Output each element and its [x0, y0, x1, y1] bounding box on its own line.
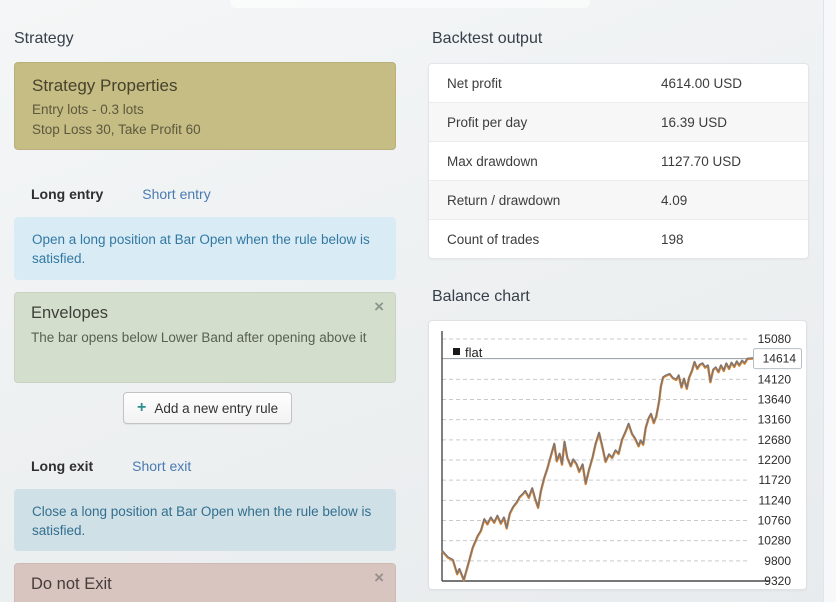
exit-rule-title: Do not Exit [31, 575, 112, 593]
close-icon[interactable]: × [374, 568, 384, 587]
balance-chart-heading: Balance chart [432, 288, 530, 305]
long-entry-info-box: Open a long position at Bar Open when th… [14, 217, 396, 280]
y-tick-label: 13160 [758, 413, 792, 427]
metric-label: Max drawdown [447, 153, 538, 169]
backtest-output-table: Net profit 4614.00 USD Profit per day 16… [428, 63, 809, 259]
add-entry-rule-button[interactable]: + Add a new entry rule [123, 392, 293, 424]
y-tick-label: 9320 [764, 574, 791, 588]
metric-label: Count of trades [447, 231, 540, 247]
balance-curve-orange [441, 357, 754, 582]
table-row: Return / drawdown 4.09 [429, 180, 808, 219]
y-tick-label: 10760 [758, 514, 792, 528]
scrollbar-track[interactable] [823, 0, 836, 602]
legend-flat-label: flat [465, 345, 483, 360]
metric-value: 1127.70 USD [661, 153, 742, 169]
exit-rule-card-do-not-exit[interactable]: × Do not Exit [14, 563, 396, 602]
y-tick-label: 13640 [758, 393, 792, 407]
current-balance-box [753, 348, 802, 370]
metric-value: 16.39 USD [661, 114, 728, 130]
close-icon[interactable]: × [374, 297, 384, 316]
top-highlight-strip [230, 0, 590, 8]
metric-label: Net profit [447, 75, 502, 91]
table-row: Max drawdown 1127.70 USD [429, 141, 808, 180]
y-tick-label: 12680 [758, 433, 792, 447]
backtest-heading: Backtest output [432, 30, 543, 47]
entry-rule-description: The bar opens below Lower Band after ope… [31, 330, 367, 345]
stop-loss-take-profit-text: Stop Loss 30, Take Profit 60 [32, 122, 201, 137]
strategy-heading: Strategy [14, 30, 74, 47]
y-tick-label: 11720 [759, 473, 792, 487]
table-row: Count of trades 198 [429, 219, 808, 258]
entry-rule-card-envelopes[interactable]: × Envelopes The bar opens below Lower Ba… [14, 292, 396, 383]
metric-value: 198 [661, 231, 684, 247]
table-row: Profit per day 16.39 USD [429, 102, 808, 141]
metric-label: Return / drawdown [447, 192, 561, 208]
long-exit-info-box: Close a long position at Bar Open when t… [14, 489, 396, 551]
metric-label: Profit per day [447, 114, 528, 130]
y-tick-label: 14120 [758, 372, 792, 386]
strategy-column: Strategy Strategy Properties Entry lots … [14, 0, 396, 602]
strategy-properties-card[interactable]: Strategy Properties Entry lots - 0.3 lot… [14, 62, 396, 150]
y-tick-label: 11240 [759, 493, 792, 507]
tab-long-entry[interactable]: Long entry [31, 186, 104, 202]
y-tick-label: 9800 [764, 554, 791, 568]
y-tick-label: 15080 [758, 332, 792, 346]
y-tick-label: 12200 [758, 453, 792, 467]
plus-icon: + [137, 399, 147, 416]
balance-chart-card: 15080 14120 13640 13160 12680 12200 11720 11240… [428, 320, 807, 590]
table-row: Net profit 4614.00 USD [429, 64, 808, 102]
entry-rule-title: Envelopes [31, 304, 109, 322]
balance-curve-slate [441, 357, 754, 581]
current-balance-label: 14614 [763, 352, 797, 366]
strategy-properties-title: Strategy Properties [32, 76, 178, 95]
y-tick-label: 10280 [758, 534, 792, 548]
legend-flat-swatch [453, 348, 460, 355]
tab-short-exit[interactable]: Short exit [132, 458, 192, 474]
metric-value: 4.09 [661, 192, 688, 208]
tab-short-entry[interactable]: Short entry [142, 186, 211, 202]
backtest-column: Backtest output Net profit 4614.00 USD P… [428, 0, 809, 602]
entry-tabs: Long entry Short entry [31, 186, 211, 202]
add-entry-rule-label: Add a new entry rule [154, 400, 279, 416]
balance-chart-svg: 15080 14120 13640 13160 12680 12200 11720 11240… [441, 331, 802, 588]
tab-long-exit[interactable]: Long exit [31, 458, 94, 474]
exit-tabs: Long exit Short exit [31, 458, 191, 474]
entry-lots-text: Entry lots - 0.3 lots [32, 102, 144, 117]
metric-value: 4614.00 USD [661, 75, 743, 91]
